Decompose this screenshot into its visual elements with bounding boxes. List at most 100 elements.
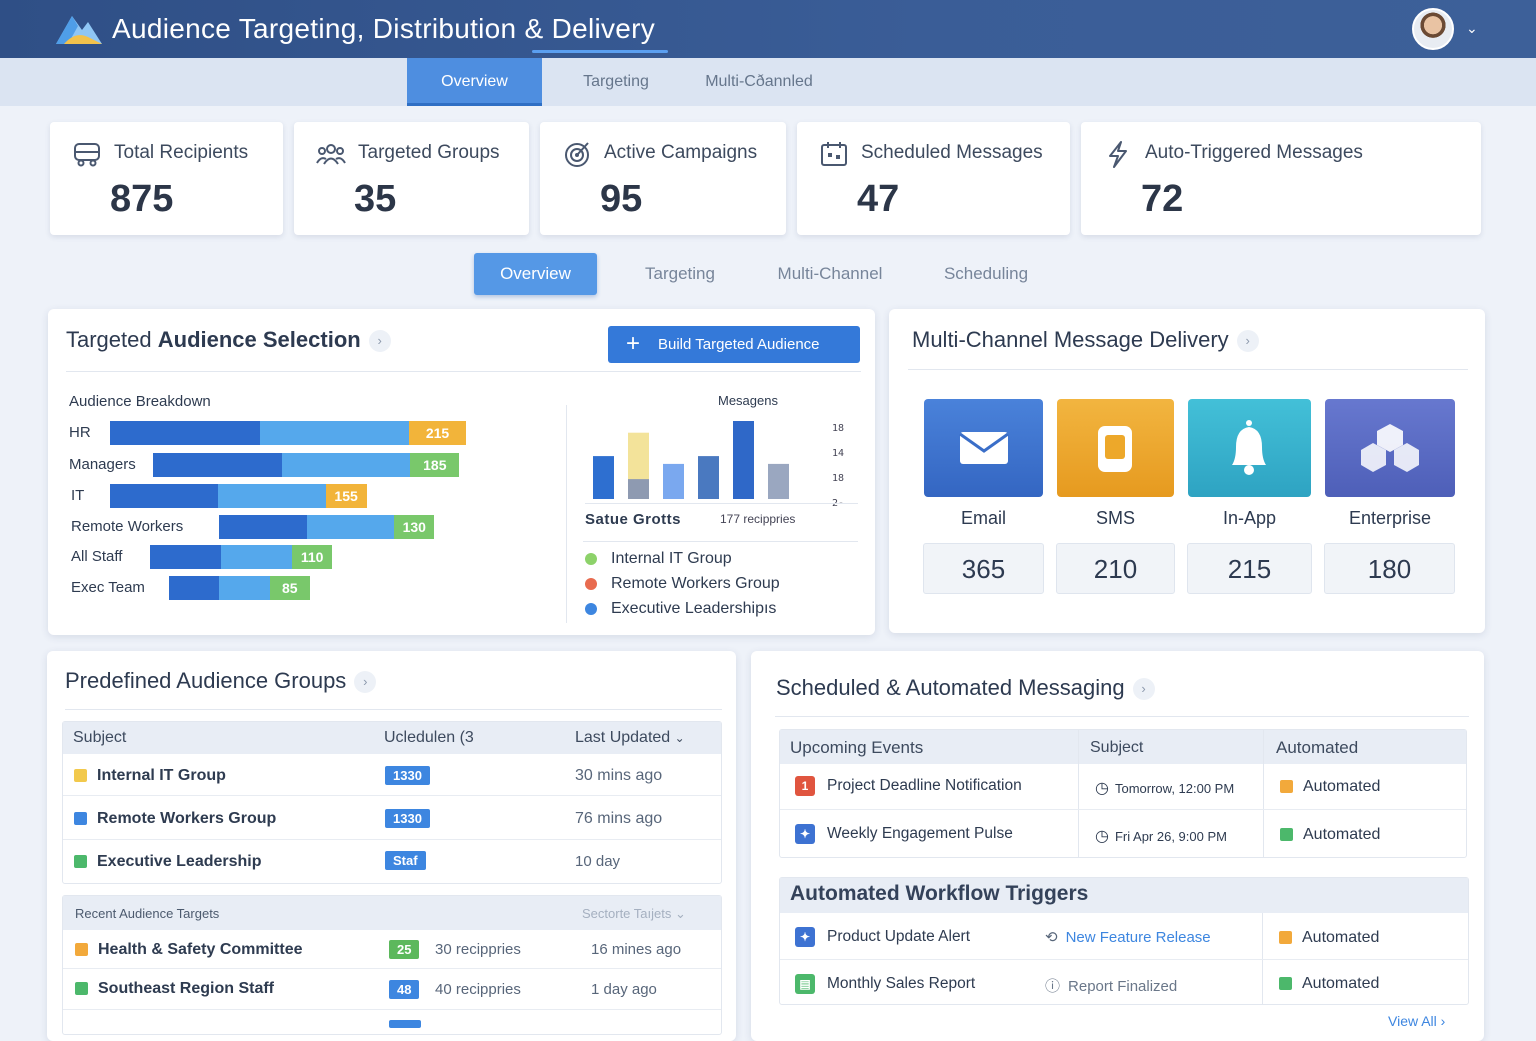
kpi-value: 47 (857, 178, 900, 220)
kpi-label: Total Recipients (114, 142, 249, 163)
workflow-trigger-link[interactable]: ⟲ New Feature Release (1045, 928, 1211, 946)
workflow-status-cell: Automated (1279, 929, 1379, 947)
column-header[interactable]: Ucledulen (3 (384, 729, 474, 746)
event-time: Tomorrow, 12:00 PM (1114, 781, 1235, 796)
chevron-right-icon[interactable]: › (368, 330, 391, 353)
chevron-right-icon[interactable]: › (1236, 330, 1259, 353)
subtab-targeting[interactable]: Targeting (645, 264, 715, 283)
chevron-right-icon[interactable]: › (354, 671, 377, 694)
user-avatar[interactable] (1412, 8, 1454, 50)
recent-targets-select[interactable]: Sectorte Taıjets ⌄ (582, 906, 686, 922)
title-part: Targeted (66, 327, 152, 352)
tab-overview[interactable]: Overview (407, 58, 542, 106)
kpi-label: Targeted Groups (358, 142, 500, 163)
bar-segment[interactable] (217, 484, 326, 508)
checkbox[interactable] (74, 855, 87, 869)
group-tag: 1330 (385, 766, 430, 785)
bar-segment[interactable] (219, 515, 307, 539)
bar-category-label: IT (71, 487, 85, 504)
channel-count: 365 (923, 543, 1044, 594)
bar-segment[interactable] (153, 453, 282, 477)
table-row[interactable] (780, 914, 1468, 960)
workflow-trigger: ⓘ Report Finalized (1045, 975, 1177, 996)
chart-footer-left: Satue Grotts (585, 511, 682, 528)
chevron-down-icon[interactable]: ⌄ (1466, 20, 1478, 36)
bar-value-label: 110 (292, 545, 333, 569)
bar-segment[interactable] (219, 576, 270, 600)
kpi-card-total-recipients[interactable]: Total Recipients 875 (50, 122, 283, 235)
mail-icon (959, 432, 1009, 464)
time-cell: 16 mines ago (591, 941, 682, 958)
table-row[interactable] (780, 765, 1466, 810)
checkbox[interactable] (75, 943, 88, 957)
refresh-icon: ⟲ (1045, 929, 1058, 946)
column-header[interactable]: Subject (1090, 739, 1144, 756)
group-name-cell: Remote Workers Group (74, 810, 276, 828)
event-number-icon: 1 (795, 776, 815, 796)
link-label: View All (1388, 1013, 1437, 1029)
table-row[interactable] (63, 755, 721, 796)
channel-count: 215 (1187, 543, 1312, 594)
channel-sms-tile[interactable] (1057, 399, 1174, 497)
table-row[interactable] (63, 797, 721, 840)
table-row[interactable] (63, 931, 721, 969)
message-bar[interactable] (698, 456, 719, 499)
checkbox[interactable] (75, 982, 88, 996)
bar-segment[interactable] (169, 576, 220, 600)
tab-targeting[interactable]: Targeting (583, 73, 649, 90)
kpi-card-active-campaigns[interactable]: Active Campaigns 95 (540, 122, 786, 235)
bar-segment[interactable] (221, 545, 293, 569)
tick-label: 18 (832, 473, 845, 484)
bar-segment[interactable] (259, 421, 410, 445)
subtab-scheduling[interactable]: Scheduling (943, 264, 1029, 283)
panel-title: Scheduled & Automated Messaging › (776, 675, 1155, 701)
kpi-card-auto-triggered[interactable]: Auto-Triggered Messages 72 (1081, 122, 1481, 235)
column-header[interactable]: Automated (1276, 738, 1359, 757)
bar-segment[interactable] (281, 453, 411, 477)
bar-value-label: 215 (409, 421, 466, 445)
event-time-cell: ◷ Fri Apr 26, 9:00 PM (1095, 826, 1227, 846)
channel-enterprise-tile[interactable] (1325, 399, 1455, 497)
events-table (779, 729, 1467, 858)
message-bar[interactable] (768, 463, 789, 499)
audience-breakdown-chart: HR 215 Managers 185 IT 155 Remote Workers 130 Al… (60, 415, 540, 615)
bar-segment[interactable] (150, 545, 222, 569)
updated-cell: 76 mins ago (575, 810, 663, 827)
channel-name: SMS (1095, 508, 1135, 528)
channel-email-tile[interactable] (924, 399, 1043, 497)
group-tag-cell: Staf (385, 851, 426, 870)
kpi-label: Scheduled Messages (861, 142, 1043, 163)
checkbox[interactable] (74, 769, 87, 783)
subtab-multi-channel[interactable]: Multi-Channel (777, 264, 883, 283)
column-header[interactable]: Last Updated ⌄ (575, 729, 685, 747)
mini-chart-title: Mesagens (718, 393, 778, 408)
column-header[interactable]: Subject (73, 729, 127, 746)
message-bar[interactable] (733, 421, 754, 499)
legend-dot (585, 602, 597, 615)
bar-segment[interactable] (110, 421, 260, 445)
chevron-right-icon[interactable]: › (1132, 678, 1155, 701)
workflow-status-cell: Automated (1279, 975, 1379, 993)
divider (583, 541, 858, 542)
column-divider (1262, 913, 1263, 1004)
workflow-name: Monthly Sales Report (827, 975, 976, 993)
build-audience-button[interactable]: + Build Targeted Audience (608, 326, 860, 363)
group-name-cell: Executive Leadership (74, 853, 262, 871)
checkbox[interactable] (74, 812, 87, 826)
kpi-card-scheduled-messages[interactable]: Scheduled Messages 47 (797, 122, 1070, 235)
column-header[interactable]: Upcoming Events (790, 738, 924, 757)
workflow-header (780, 878, 1468, 913)
view-all-link[interactable]: View All › (1388, 1013, 1446, 1029)
target-count-cell: 48 (389, 980, 420, 999)
subtab-overview[interactable]: Overview (474, 253, 597, 295)
bar-segment[interactable] (110, 484, 218, 508)
message-bar[interactable] (663, 463, 684, 499)
mountain-logo-icon (56, 16, 102, 44)
group-tag-cell: 1330 (385, 766, 430, 785)
kpi-card-targeted-groups[interactable]: Targeted Groups 35 (294, 122, 529, 235)
chevron-down-icon: ⌄ (674, 731, 685, 745)
table-row[interactable] (63, 970, 721, 1010)
channel-inapp-tile[interactable] (1188, 399, 1311, 497)
bar-segment[interactable] (306, 515, 395, 539)
tab-multi-channel[interactable]: Multi-Cðannled (705, 73, 813, 90)
